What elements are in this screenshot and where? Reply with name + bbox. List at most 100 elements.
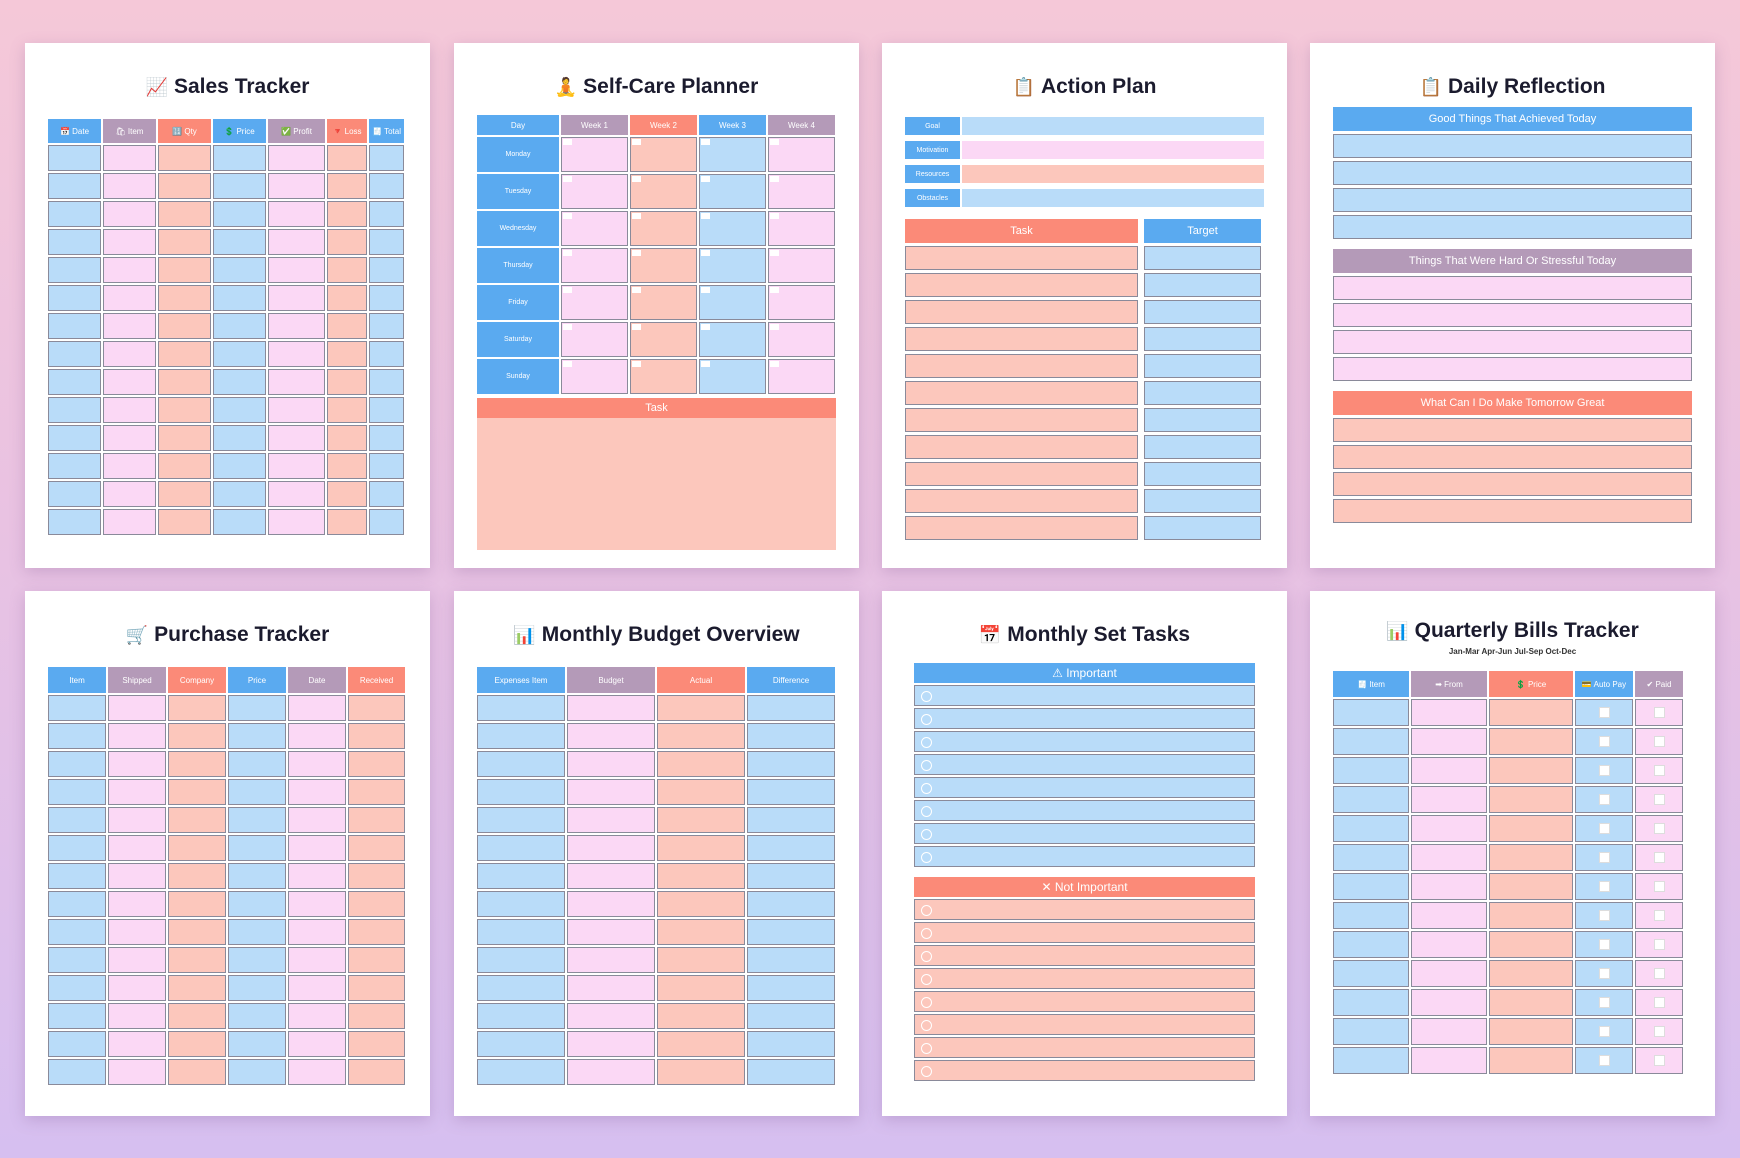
auto-pay-checkbox[interactable] [1598, 823, 1610, 834]
table-cell[interactable] [657, 1059, 745, 1085]
table-cell[interactable] [103, 369, 156, 395]
table-cell[interactable] [158, 173, 211, 199]
habit-cell[interactable] [630, 137, 697, 172]
table-cell[interactable] [1575, 873, 1633, 900]
table-cell[interactable] [348, 723, 405, 749]
table-cell[interactable] [268, 285, 325, 311]
table-cell[interactable] [477, 947, 565, 973]
task-checkbox-row[interactable] [914, 708, 1255, 729]
reflection-line[interactable] [1333, 276, 1692, 300]
table-cell[interactable] [108, 975, 166, 1001]
table-cell[interactable] [567, 695, 655, 721]
table-cell[interactable] [48, 975, 106, 1001]
table-cell[interactable] [747, 807, 835, 833]
table-cell[interactable] [657, 835, 745, 861]
table-cell[interactable] [1635, 815, 1683, 842]
table-cell[interactable] [747, 975, 835, 1001]
table-cell[interactable] [268, 313, 325, 339]
table-cell[interactable] [1635, 902, 1683, 929]
table-cell[interactable] [158, 313, 211, 339]
table-cell[interactable] [213, 397, 266, 423]
table-cell[interactable] [288, 807, 346, 833]
habit-cell[interactable] [768, 359, 835, 394]
table-cell[interactable] [1333, 757, 1409, 784]
task-cell[interactable] [905, 246, 1138, 270]
table-cell[interactable] [1635, 786, 1683, 813]
table-cell[interactable] [103, 201, 156, 227]
table-cell[interactable] [1489, 931, 1573, 958]
table-cell[interactable] [48, 723, 106, 749]
table-cell[interactable] [268, 145, 325, 171]
table-cell[interactable] [1575, 960, 1633, 987]
table-cell[interactable] [103, 285, 156, 311]
table-cell[interactable] [48, 229, 101, 255]
task-cell[interactable] [905, 327, 1138, 351]
table-cell[interactable] [1333, 1047, 1409, 1074]
table-cell[interactable] [168, 919, 226, 945]
table-cell[interactable] [168, 751, 226, 777]
table-cell[interactable] [1411, 815, 1487, 842]
table-cell[interactable] [288, 779, 346, 805]
table-cell[interactable] [108, 751, 166, 777]
table-cell[interactable] [369, 369, 404, 395]
table-cell[interactable] [48, 285, 101, 311]
table-cell[interactable] [1489, 1018, 1573, 1045]
habit-cell[interactable] [630, 211, 697, 246]
table-cell[interactable] [168, 723, 226, 749]
table-cell[interactable] [567, 779, 655, 805]
habit-cell[interactable] [699, 359, 766, 394]
table-cell[interactable] [168, 975, 226, 1001]
table-cell[interactable] [477, 807, 565, 833]
task-cell[interactable] [905, 516, 1138, 540]
table-cell[interactable] [1575, 1018, 1633, 1045]
table-cell[interactable] [477, 891, 565, 917]
task-checkbox-row[interactable] [914, 968, 1255, 989]
table-cell[interactable] [108, 919, 166, 945]
habit-cell[interactable] [768, 285, 835, 320]
table-cell[interactable] [268, 453, 325, 479]
habit-cell[interactable] [561, 174, 628, 209]
table-cell[interactable] [268, 341, 325, 367]
table-cell[interactable] [1489, 815, 1573, 842]
table-cell[interactable] [747, 1031, 835, 1057]
table-cell[interactable] [213, 425, 266, 451]
table-cell[interactable] [48, 313, 101, 339]
table-cell[interactable] [158, 145, 211, 171]
target-cell[interactable] [1144, 408, 1261, 432]
task-checkbox-row[interactable] [914, 1014, 1255, 1035]
table-cell[interactable] [348, 695, 405, 721]
table-cell[interactable] [1333, 699, 1409, 726]
table-cell[interactable] [158, 509, 211, 535]
paid-checkbox[interactable] [1653, 910, 1665, 921]
table-cell[interactable] [1411, 757, 1487, 784]
habit-cell[interactable] [630, 359, 697, 394]
table-cell[interactable] [158, 425, 211, 451]
reflection-line[interactable] [1333, 303, 1692, 327]
task-checkbox-row[interactable] [914, 777, 1255, 798]
target-cell[interactable] [1144, 246, 1261, 270]
table-cell[interactable] [657, 919, 745, 945]
table-cell[interactable] [348, 807, 405, 833]
table-cell[interactable] [158, 229, 211, 255]
reflection-line[interactable] [1333, 418, 1692, 442]
table-cell[interactable] [108, 835, 166, 861]
paid-checkbox[interactable] [1653, 765, 1665, 776]
table-cell[interactable] [1635, 873, 1683, 900]
habit-cell[interactable] [699, 322, 766, 357]
table-cell[interactable] [1489, 757, 1573, 784]
auto-pay-checkbox[interactable] [1598, 968, 1610, 979]
table-cell[interactable] [168, 779, 226, 805]
table-cell[interactable] [1575, 989, 1633, 1016]
table-cell[interactable] [48, 369, 101, 395]
table-cell[interactable] [1575, 699, 1633, 726]
table-cell[interactable] [48, 891, 106, 917]
table-cell[interactable] [268, 229, 325, 255]
table-cell[interactable] [1489, 728, 1573, 755]
task-cell[interactable] [905, 462, 1138, 486]
table-cell[interactable] [348, 1059, 405, 1085]
table-cell[interactable] [158, 257, 211, 283]
table-cell[interactable] [1635, 728, 1683, 755]
table-cell[interactable] [1635, 989, 1683, 1016]
table-cell[interactable] [1333, 873, 1409, 900]
table-cell[interactable] [1411, 844, 1487, 871]
